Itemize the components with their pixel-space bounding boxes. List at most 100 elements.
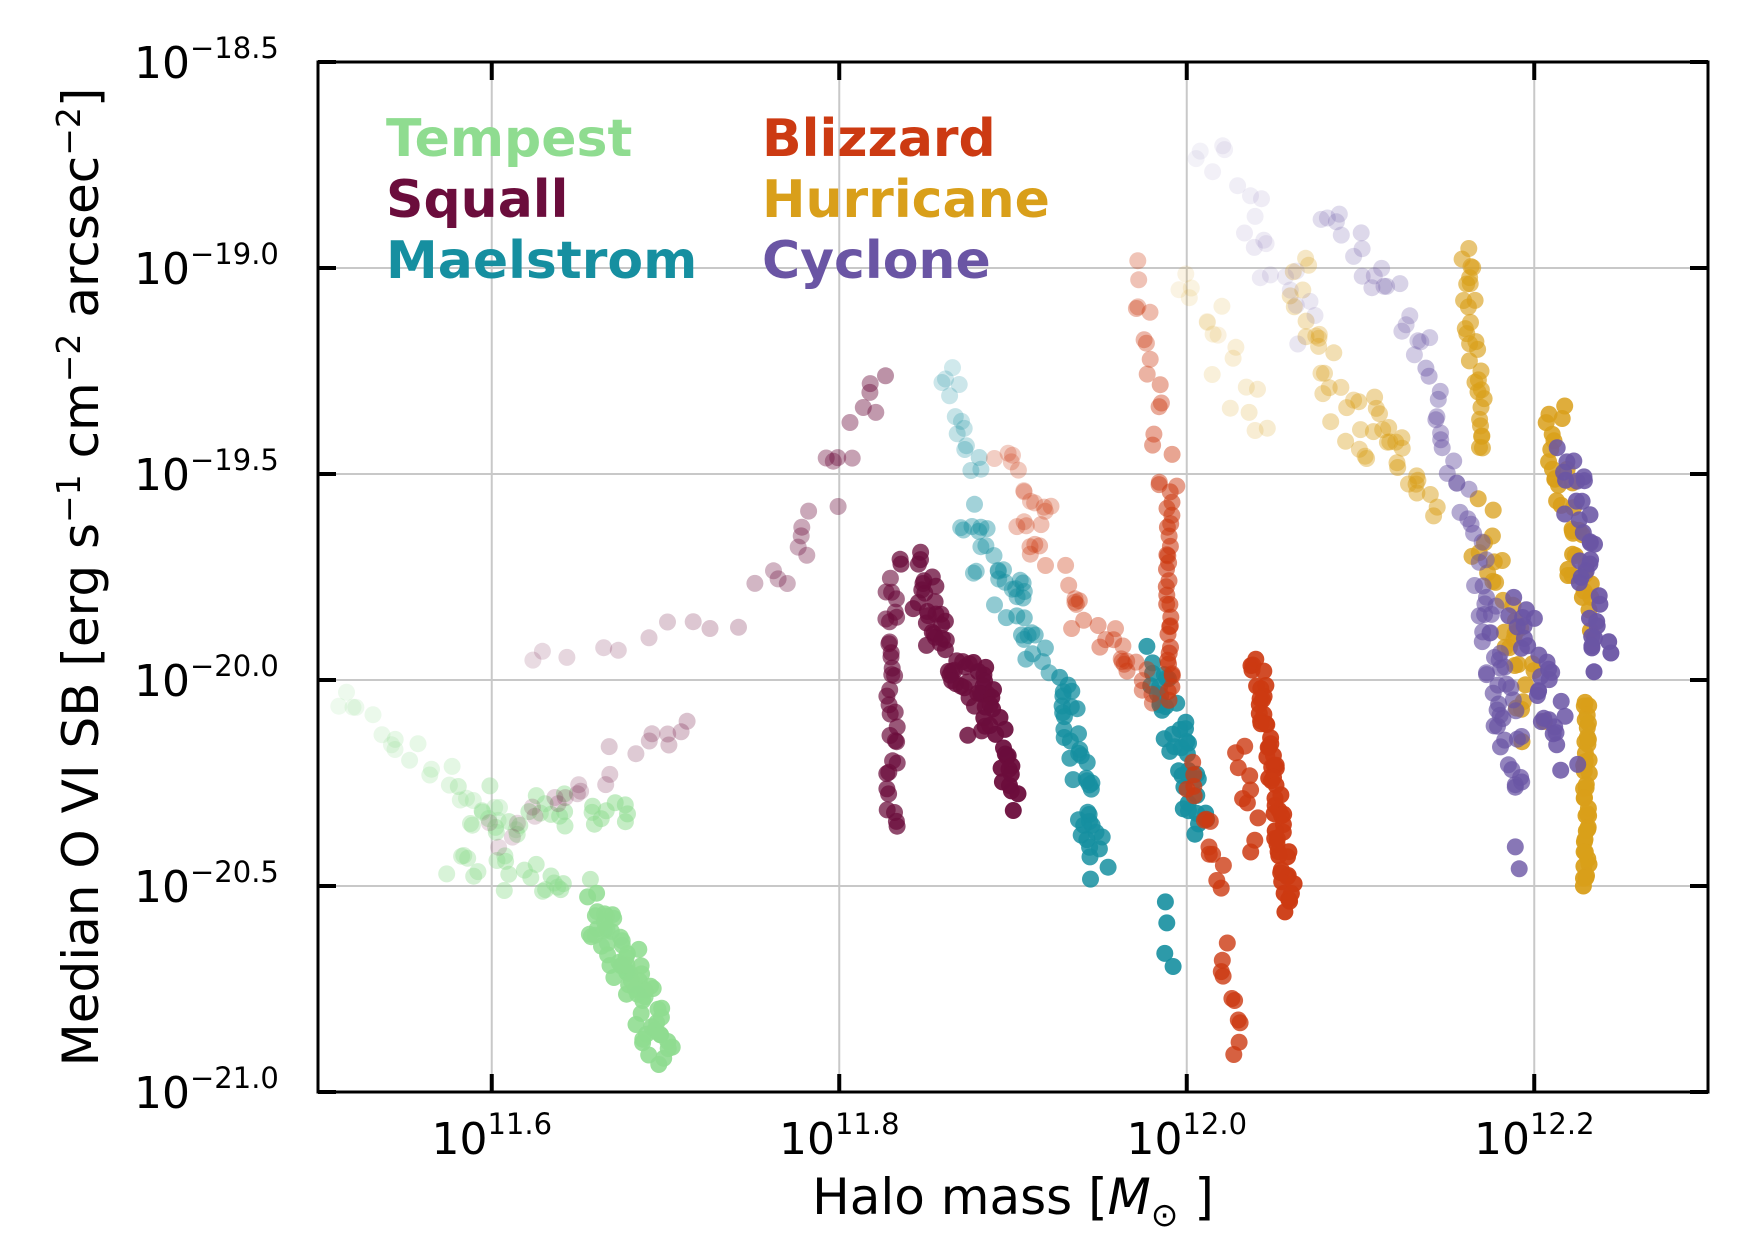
data-point [1427,411,1445,429]
data-point [1391,275,1409,293]
legend-entry-squall: Squall [386,170,568,230]
data-point [1031,537,1049,555]
data-point [1586,535,1603,553]
data-point [881,569,899,587]
data-point [597,776,615,794]
data-point [1552,761,1570,779]
data-point [1245,238,1263,256]
data-point [1473,533,1491,551]
data-point [1258,419,1276,437]
data-point [1251,690,1269,708]
series-tempest [330,683,681,1073]
data-point [1055,708,1073,726]
data-point [1184,753,1202,771]
data-point [533,642,551,660]
x-axis-title: Halo mass [M⊙ ] [812,1168,1214,1234]
data-point [1356,447,1374,465]
data-point [1431,382,1449,400]
data-point [640,732,658,750]
data-point [1214,137,1232,155]
data-point [1009,785,1027,803]
data-point [1557,471,1575,489]
data-point [933,630,951,647]
data-point [546,789,564,806]
data-point [1495,623,1513,641]
data-point [1287,262,1305,280]
data-point [1350,440,1368,458]
data-point [1285,298,1303,316]
data-point [558,648,576,666]
data-point [542,867,560,885]
data-point [497,852,515,870]
data-point [463,816,481,834]
data-point [1013,626,1030,644]
data-point [1129,298,1147,316]
data-point [1429,390,1447,408]
data-point [841,414,859,431]
data-point [957,437,975,455]
data-point [1388,454,1406,472]
data-point [861,383,879,401]
data-point [1499,756,1517,774]
data-point [1177,720,1194,738]
data-point [488,852,506,869]
data-point [401,751,419,769]
data-point [1281,287,1299,305]
data-point [1387,433,1405,451]
data-point [595,639,613,657]
data-point [1325,344,1343,362]
y-axis-title: Median O VI SB [erg s−1 cm−2 arcsec−2] [49,88,110,1067]
data-point [824,452,842,470]
data-point [1009,461,1027,479]
data-point [1257,235,1275,253]
data-point [1407,475,1425,493]
data-point [659,613,676,631]
data-point [1099,858,1117,876]
data-point [570,776,588,794]
data-point [1510,860,1528,878]
data-point [1182,279,1200,297]
data-point [1477,551,1495,569]
data-point [1365,267,1383,285]
data-point [1513,773,1531,791]
data-point [537,881,555,899]
data-point [1063,682,1081,700]
data-point [1393,322,1411,340]
data-point [1458,275,1476,293]
data-point [1225,1046,1243,1063]
data-point [1556,505,1574,523]
data-point [1583,637,1601,655]
data-point [1229,177,1247,195]
data-point [1004,802,1022,819]
data-point [1378,277,1396,295]
data-point [556,817,574,835]
data-point [423,760,440,778]
y-tick-label: 10−21.0 [134,1061,279,1119]
data-point [1345,391,1363,409]
data-point [986,596,1003,614]
data-point [1528,687,1546,704]
data-point [1060,576,1078,594]
data-point [511,816,529,834]
data-point [524,651,542,669]
data-point [995,561,1012,579]
data-point [918,636,935,654]
data-point [1081,838,1099,856]
data-point [1505,588,1523,606]
data-point [465,867,483,885]
data-point [1151,376,1169,394]
data-point [1262,735,1280,753]
data-point [1330,205,1348,223]
data-point [881,613,898,631]
data-point [1492,738,1509,756]
data-point [1252,715,1270,733]
data-point [888,733,906,751]
data-point [480,810,497,828]
data-point [630,940,648,958]
data-point [1203,366,1221,383]
data-point [1105,631,1123,649]
data-point [1573,492,1591,510]
data-point [536,795,554,813]
data-point [1417,359,1435,377]
data-point [996,573,1014,591]
